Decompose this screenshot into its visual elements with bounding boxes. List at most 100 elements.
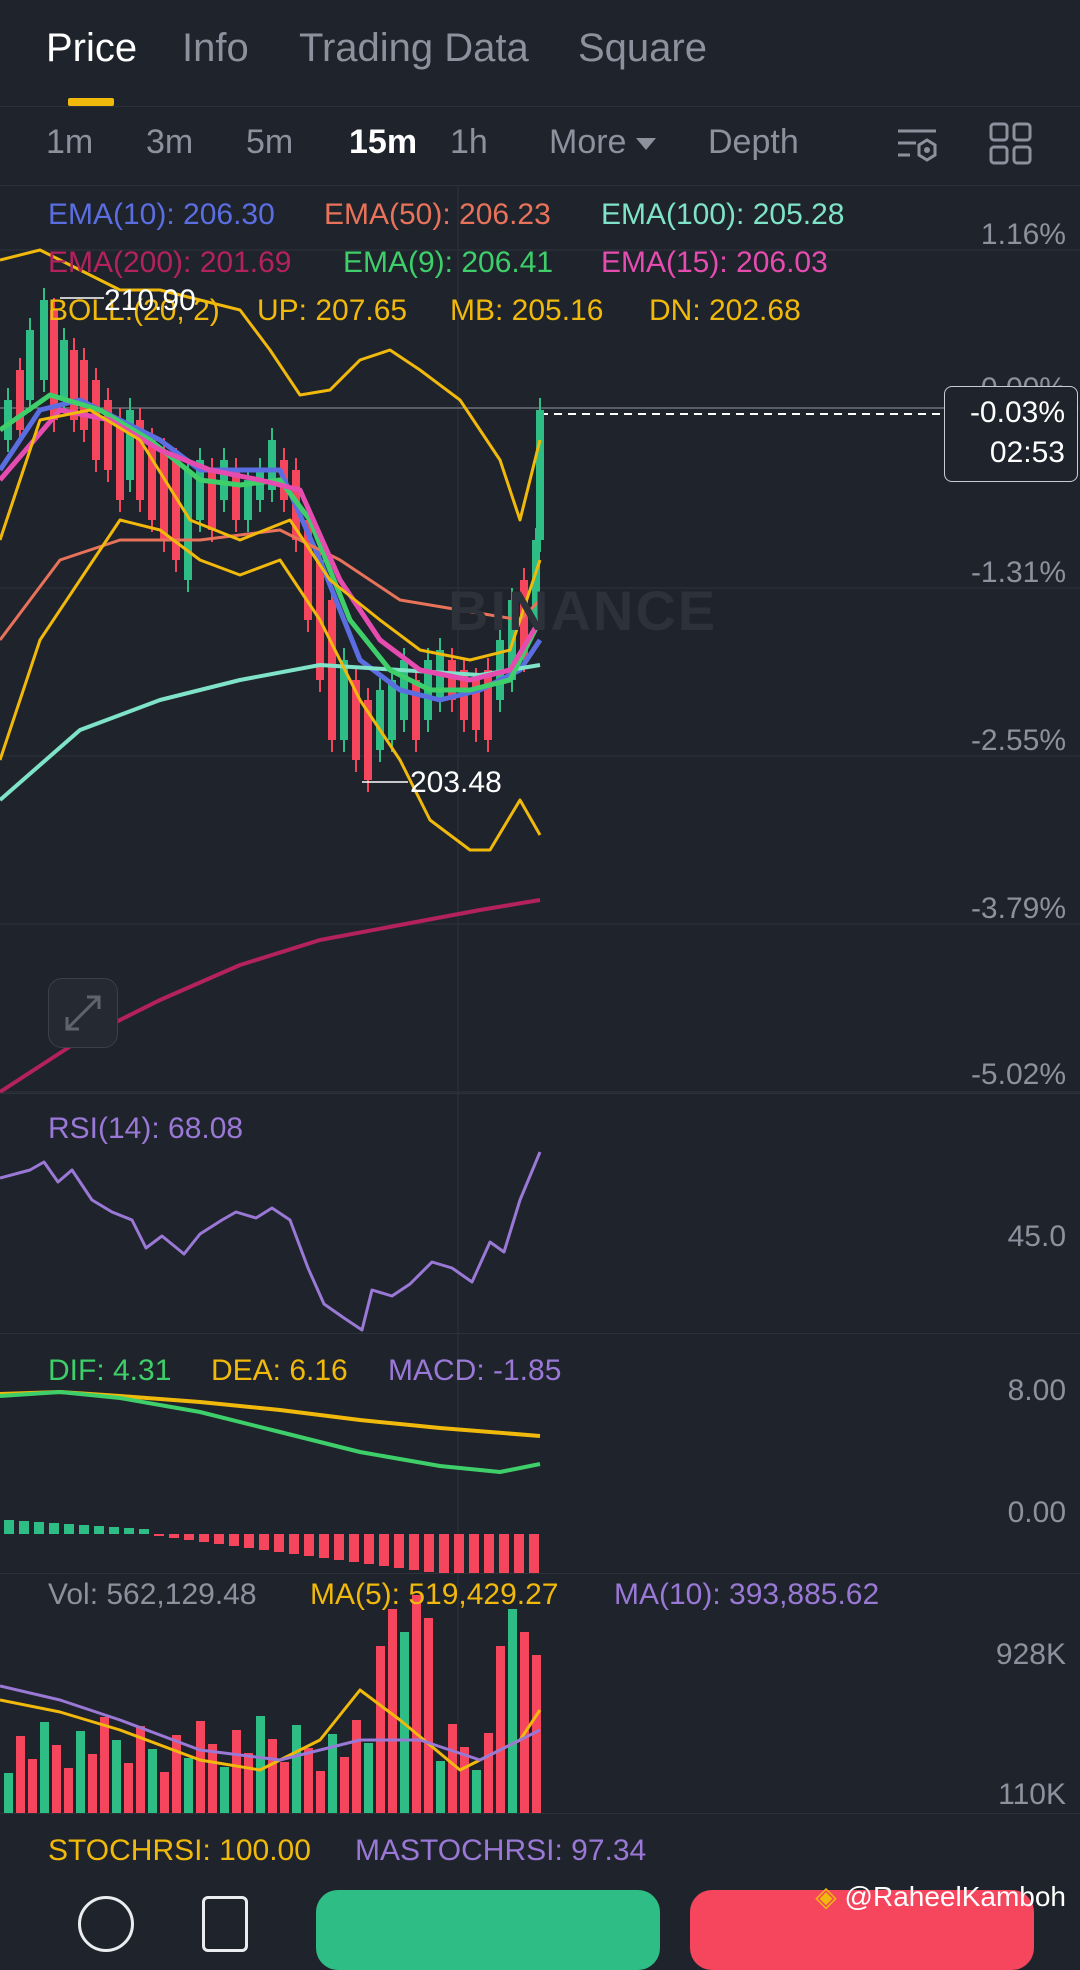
more-intervals-dropdown[interactable]: More xyxy=(549,123,657,162)
axis-tick-3: -1.31% xyxy=(970,556,1066,589)
tab-info[interactable]: Info xyxy=(182,26,249,70)
ema9-label: EMA(9): 206.41 xyxy=(343,246,554,279)
candle-body xyxy=(26,330,34,400)
credit-label: ◈ @RaheelKamboh xyxy=(815,1880,1066,1913)
more-menu-icon[interactable] xyxy=(78,1896,134,1952)
macd-bar xyxy=(514,1534,524,1574)
volume-bar xyxy=(184,1758,193,1813)
axis-tick-1: 1.16% xyxy=(980,218,1066,251)
volume-bar xyxy=(352,1720,361,1813)
ema9-line xyxy=(0,392,543,693)
buy-button[interactable] xyxy=(316,1890,660,1970)
volume-bar xyxy=(124,1763,133,1813)
volume-axis-top: 928K xyxy=(995,1638,1066,1671)
candle-body xyxy=(80,360,88,430)
candle-body xyxy=(484,670,492,740)
macd-bar xyxy=(214,1534,224,1544)
tab-trading-data[interactable]: Trading Data xyxy=(299,26,529,70)
macd-bar xyxy=(259,1534,269,1550)
boll-up-label: UP: 207.65 xyxy=(257,294,408,327)
macd-value-label: MACD: -1.85 xyxy=(388,1354,562,1387)
ema200-label: EMA(200): 201.69 xyxy=(48,246,292,279)
volume-bar xyxy=(520,1632,529,1813)
expand-chart-button[interactable] xyxy=(48,978,118,1048)
volume-bar xyxy=(424,1618,433,1813)
volume-bar xyxy=(64,1768,73,1813)
stochrsi-divider xyxy=(0,1813,1080,1814)
volume-bar xyxy=(412,1595,421,1813)
volume-bar xyxy=(328,1734,337,1813)
candle-body xyxy=(136,420,144,500)
macd-bar xyxy=(409,1534,419,1570)
ema15-line xyxy=(0,407,543,683)
grid-layout-icon[interactable] xyxy=(988,121,1034,167)
macd-bar xyxy=(349,1534,359,1562)
volume-bar xyxy=(172,1735,181,1813)
credit-text: @RaheelKamboh xyxy=(844,1881,1066,1912)
current-price-tag: -0.03% 02:53 xyxy=(944,386,1078,482)
volume-ma5-label: MA(5): 519,429.27 xyxy=(310,1578,559,1611)
candle-body xyxy=(50,310,58,420)
boll-label: BOLL:(20, 2) xyxy=(48,294,220,327)
volume-bar xyxy=(496,1646,505,1813)
mastochrsi-label: MASTOCHRSI: 97.34 xyxy=(355,1834,647,1867)
candle-body xyxy=(172,460,180,560)
interval-15m[interactable]: 15m xyxy=(349,123,418,161)
volume-bar xyxy=(52,1745,61,1813)
volume-bar xyxy=(316,1771,325,1813)
macd-bar xyxy=(94,1526,104,1534)
interval-3m[interactable]: 3m xyxy=(146,123,194,161)
ema15-label: EMA(15): 206.03 xyxy=(601,246,828,279)
macd-bar xyxy=(334,1534,344,1560)
candle-body xyxy=(208,470,216,530)
boll-upper-line xyxy=(0,248,542,522)
candle-body xyxy=(148,440,156,520)
macd-bar xyxy=(64,1524,74,1534)
candle-countdown: 02:53 xyxy=(989,436,1065,469)
candle-body xyxy=(536,410,544,540)
volume-label: Vol: 562,129.48 xyxy=(48,1578,257,1611)
macd-bar xyxy=(4,1520,14,1534)
interval-5m[interactable]: 5m xyxy=(246,123,294,161)
macd-bar xyxy=(124,1528,134,1534)
indicator-settings-icon[interactable] xyxy=(894,123,940,169)
volume-bar xyxy=(376,1646,385,1813)
volume-bar xyxy=(340,1757,349,1813)
volume-bar xyxy=(196,1721,205,1813)
ema10-label: EMA(10): 206.30 xyxy=(48,198,275,231)
macd-bar xyxy=(424,1534,434,1572)
volume-ma10-label: MA(10): 393,885.62 xyxy=(614,1578,880,1611)
ema50-line xyxy=(0,528,542,641)
candle-body xyxy=(532,540,540,620)
orders-icon[interactable] xyxy=(202,1896,248,1952)
tab-price[interactable]: Price xyxy=(46,26,138,70)
candle-body xyxy=(340,660,348,740)
volume-bar xyxy=(388,1609,397,1813)
volume-bar xyxy=(28,1759,37,1813)
depth-tab[interactable]: Depth xyxy=(708,123,799,161)
tab-square[interactable]: Square xyxy=(578,26,707,70)
volume-bar xyxy=(436,1761,445,1813)
interval-1h[interactable]: 1h xyxy=(450,123,488,161)
volume-divider xyxy=(0,1573,1080,1574)
macd-bar xyxy=(154,1534,164,1536)
macd-bar xyxy=(79,1525,89,1534)
volume-bar xyxy=(100,1717,109,1813)
macd-bar xyxy=(379,1534,389,1566)
volume-bar xyxy=(484,1733,493,1813)
interval-1m[interactable]: 1m xyxy=(46,123,94,161)
boll-lower-line xyxy=(0,518,542,852)
volume-bar xyxy=(76,1731,85,1813)
axis-tick-4: -2.55% xyxy=(970,724,1066,757)
macd-bar xyxy=(229,1534,239,1546)
macd-bar xyxy=(394,1534,404,1568)
kline-chart[interactable] xyxy=(0,0,1080,1923)
rsi-line xyxy=(0,1151,542,1332)
candle-body xyxy=(520,580,528,660)
interval-bar: 1m 3m 5m 15m 1h More Depth xyxy=(0,107,1080,186)
volume-bar xyxy=(460,1747,469,1813)
macd-dif-label: DIF: 4.31 xyxy=(48,1354,172,1387)
boll-mb-label: MB: 205.16 xyxy=(450,294,604,327)
volume-bar xyxy=(160,1772,169,1813)
macd-bar xyxy=(109,1527,119,1534)
